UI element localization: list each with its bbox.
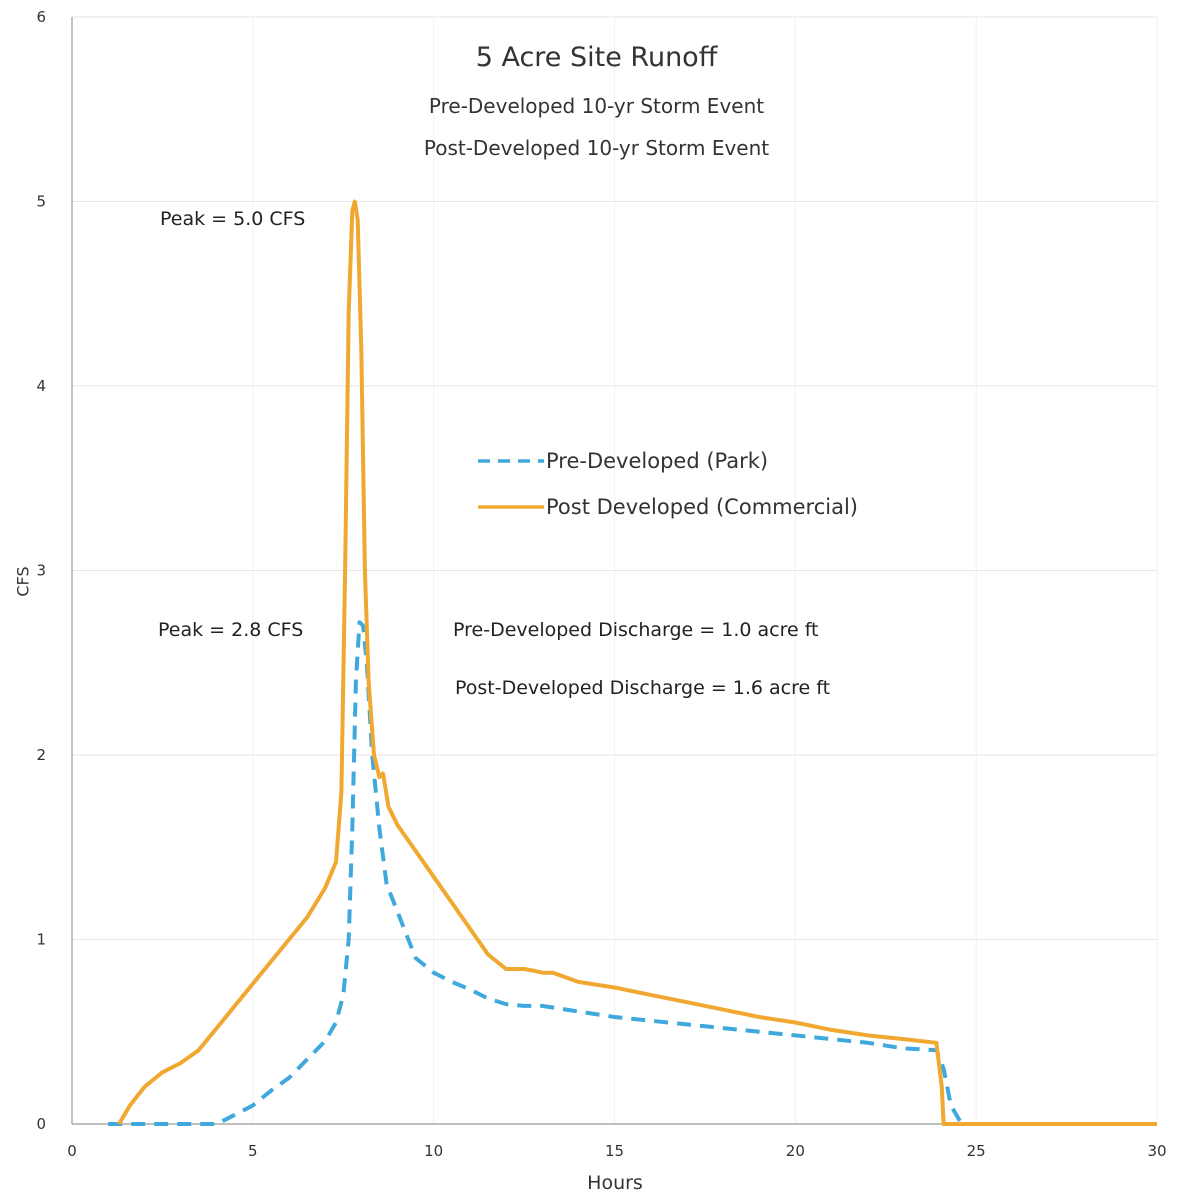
- chart-subtitle-post: Post-Developed 10-yr Storm Event: [423, 136, 770, 160]
- legend: Pre-Developed (Park) Post Developed (Com…: [478, 438, 858, 530]
- legend-label-post: Post Developed (Commercial): [546, 495, 858, 519]
- x-tick-label-20: 20: [786, 1142, 805, 1160]
- y-tick-label-2: 2: [36, 746, 46, 764]
- legend-item-pre: Pre-Developed (Park): [478, 438, 858, 484]
- x-axis-title: Hours: [587, 1172, 643, 1194]
- x-tick-label-15: 15: [605, 1142, 624, 1160]
- x-tick-label-0: 0: [67, 1142, 77, 1160]
- annotation-post-discharge: Post-Developed Discharge = 1.6 acre ft: [455, 677, 831, 699]
- x-tick-label-10: 10: [424, 1142, 443, 1160]
- annotation-post-peak: Peak = 5.0 CFS: [160, 208, 306, 230]
- y-tick-label-6: 6: [36, 8, 46, 26]
- tick-labels: 0 1 2 3 4 5 6 0 5 10 15 20 25 30: [36, 8, 1166, 1160]
- chart-subtitle-pre: Pre-Developed 10-yr Storm Event: [428, 94, 765, 118]
- annotation-pre-discharge: Pre-Developed Discharge = 1.0 acre ft: [453, 619, 819, 641]
- series-line-post-developed: [117, 199, 1157, 1126]
- legend-swatch-post: [478, 505, 544, 509]
- series-lines: [108, 199, 1157, 1126]
- x-tick-label-30: 30: [1147, 1142, 1166, 1160]
- y-tick-label-5: 5: [36, 193, 46, 211]
- legend-label-pre: Pre-Developed (Park): [546, 449, 769, 473]
- series-line-pre-developed: [108, 620, 1157, 1126]
- y-axis-title: CFS: [13, 566, 33, 597]
- x-tick-label-25: 25: [967, 1142, 986, 1160]
- legend-swatch-pre: [478, 459, 544, 463]
- legend-item-post: Post Developed (Commercial): [478, 484, 858, 530]
- grid-lines: [72, 16, 1158, 1124]
- annotation-pre-peak: Peak = 2.8 CFS: [158, 619, 304, 641]
- x-tick-label-5: 5: [248, 1142, 258, 1160]
- y-tick-label-4: 4: [36, 377, 46, 395]
- chart-title: 5 Acre Site Runoff: [475, 42, 718, 73]
- y-tick-label-3: 3: [36, 562, 46, 580]
- y-tick-label-1: 1: [36, 931, 46, 949]
- y-tick-label-0: 0: [36, 1115, 46, 1133]
